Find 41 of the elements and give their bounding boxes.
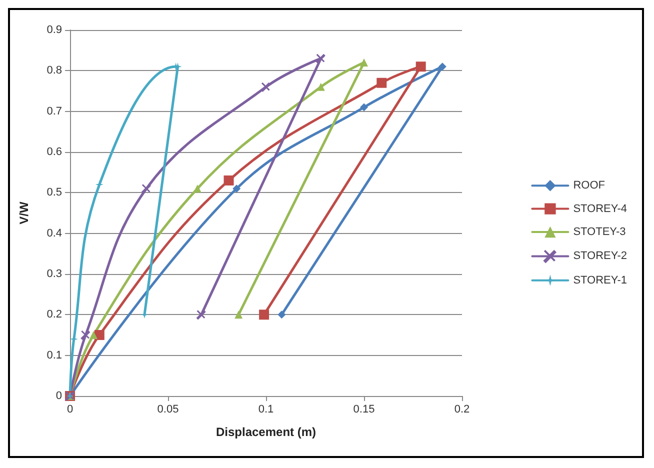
- legend-label: STOREY-2: [573, 250, 628, 262]
- x-tick-label: 0.1: [258, 404, 274, 416]
- x-tick-label: 0: [66, 404, 74, 416]
- point: [234, 310, 243, 319]
- y-tick-label: 0.6: [46, 146, 62, 158]
- point: [94, 330, 104, 340]
- y-axis-title: V/W: [17, 201, 31, 224]
- y-tick-label: 0: [56, 390, 62, 402]
- point: [261, 82, 271, 92]
- y-tick-label: 0.5: [46, 186, 62, 199]
- point: [224, 175, 234, 186]
- point: [376, 78, 387, 88]
- y-tick-label: 0.4: [46, 227, 62, 240]
- point: [278, 310, 286, 319]
- point: [80, 330, 90, 340]
- x-tick-label: 0.05: [157, 404, 179, 416]
- x-axis-title: Displacement (m): [216, 425, 316, 439]
- point: [316, 82, 325, 91]
- x-tick-label: 0.2: [454, 404, 470, 416]
- y-tick-label: 0.3: [46, 268, 62, 280]
- point: [259, 310, 270, 320]
- point: [416, 62, 426, 72]
- x-tick-label: 0.15: [353, 404, 375, 416]
- point: [90, 331, 98, 339]
- y-tick-label: 0.2: [46, 308, 62, 321]
- point: [438, 62, 446, 71]
- point: [316, 54, 326, 64]
- legend-label: STOREY-4: [573, 202, 628, 215]
- legend-label: STOTEY-3: [573, 226, 626, 238]
- point: [360, 103, 368, 112]
- y-tick-label: 0.1: [46, 349, 62, 362]
- y-tick-label: 0.7: [46, 105, 62, 118]
- point: [142, 184, 152, 194]
- y-tick-label: 0.9: [46, 24, 62, 36]
- legend-label: ROOF: [573, 180, 606, 192]
- point: [196, 310, 206, 320]
- point: [232, 184, 241, 193]
- point: [95, 180, 104, 189]
- legend-label: STOREY-1: [573, 274, 628, 286]
- y-tick-label: 0.8: [46, 64, 62, 77]
- point: [360, 58, 368, 67]
